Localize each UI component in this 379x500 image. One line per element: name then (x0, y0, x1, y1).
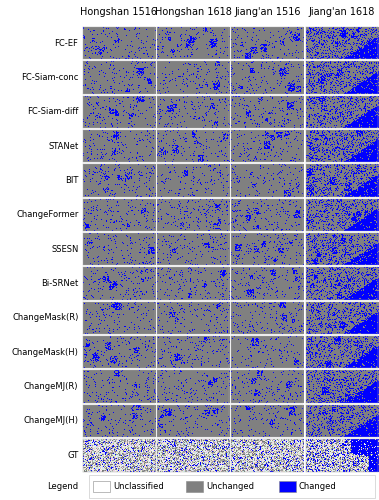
Text: Hongshan 1618: Hongshan 1618 (155, 6, 232, 16)
Text: Jiang'an 1618: Jiang'an 1618 (309, 6, 375, 16)
Text: Hongshan 1516: Hongshan 1516 (80, 6, 157, 16)
Text: Legend: Legend (47, 482, 78, 491)
Text: Unchanged: Unchanged (206, 482, 254, 491)
Text: SSESN: SSESN (51, 244, 78, 254)
Text: FC-Siam-diff: FC-Siam-diff (27, 108, 78, 116)
Text: BIT: BIT (65, 176, 78, 185)
Text: Changed: Changed (299, 482, 337, 491)
Text: ChangeMJ(R): ChangeMJ(R) (24, 382, 78, 391)
Text: STANet: STANet (48, 142, 78, 150)
Text: Jiang'an 1516: Jiang'an 1516 (234, 6, 301, 16)
Text: Unclassified: Unclassified (113, 482, 164, 491)
Text: ChangeMask(R): ChangeMask(R) (12, 314, 78, 322)
Text: FC-EF: FC-EF (55, 38, 78, 48)
Text: FC-Siam-conc: FC-Siam-conc (21, 73, 78, 82)
Text: ChangeMask(H): ChangeMask(H) (12, 348, 78, 357)
Text: Bi-SRNet: Bi-SRNet (41, 279, 78, 288)
Text: ChangeFormer: ChangeFormer (16, 210, 78, 220)
Text: GT: GT (67, 451, 78, 460)
Text: ChangeMJ(H): ChangeMJ(H) (23, 416, 78, 426)
